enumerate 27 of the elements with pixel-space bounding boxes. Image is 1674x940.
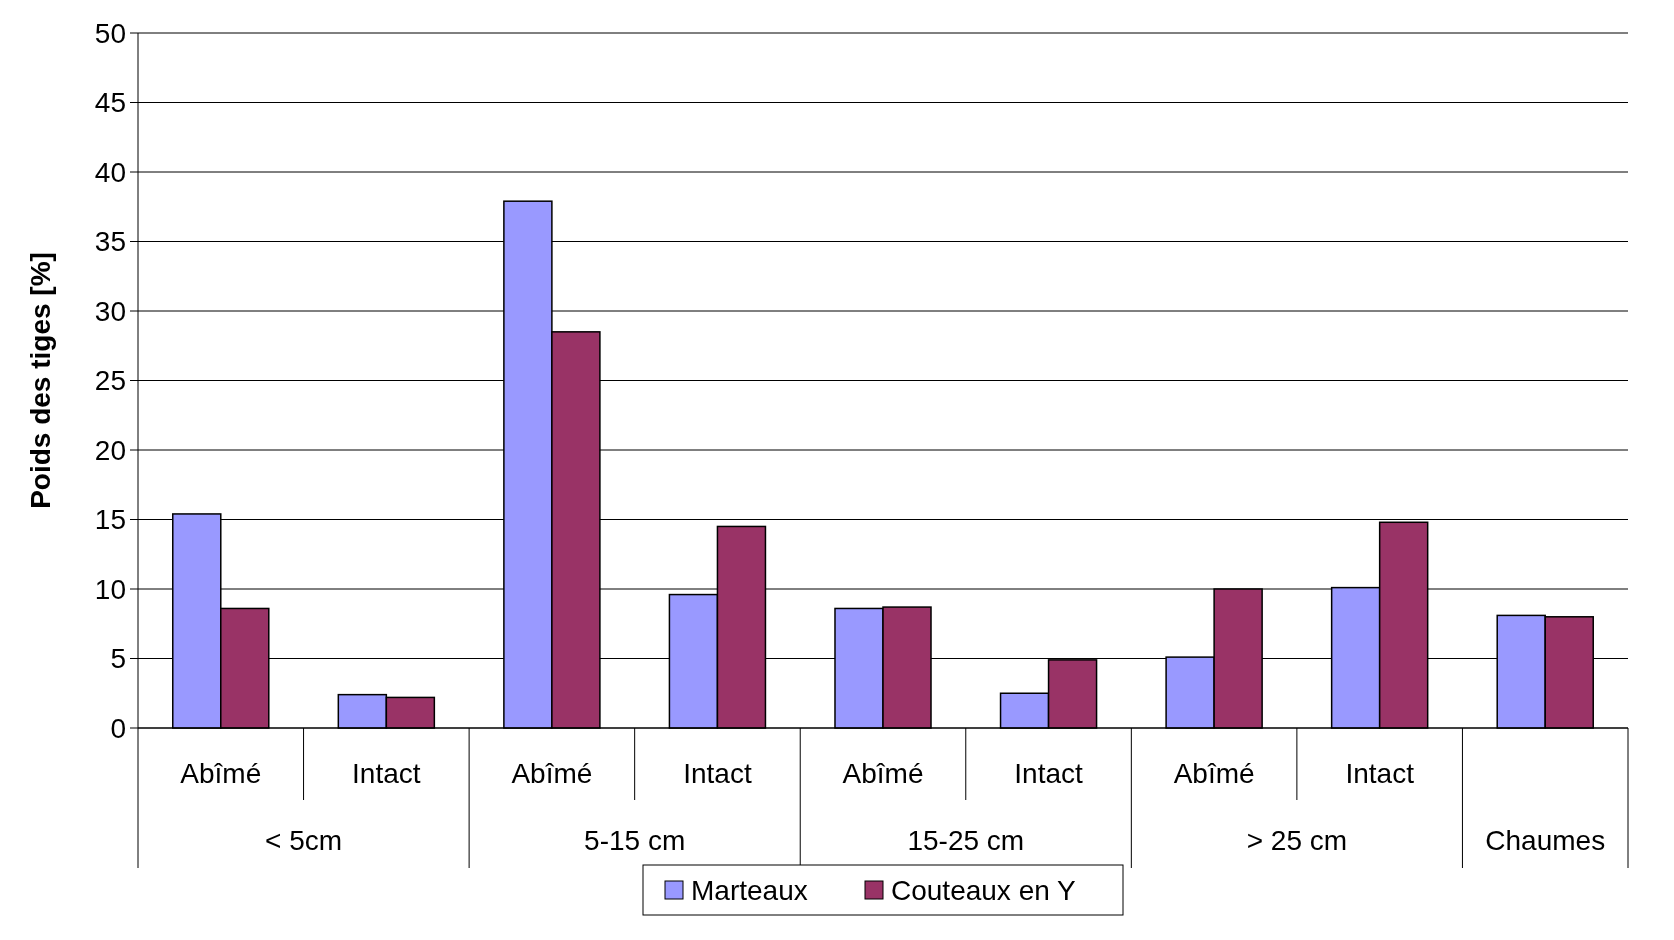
text: 15-25 cm: [907, 825, 1025, 856]
y-tick-label: 0: [110, 712, 126, 744]
y-tick-label: 25: [94, 365, 126, 397]
x-tick-label: Abîmé: [511, 758, 593, 789]
y-tick-label: 20: [94, 434, 126, 466]
text: 5-15 cm: [584, 825, 686, 856]
text: < 5cm: [265, 825, 343, 856]
y-tick-label: 30: [94, 295, 126, 327]
y-tick-label: 5: [110, 643, 126, 675]
y-tick-label: 40: [94, 156, 126, 188]
y-axis-title: Poids des tiges [%]: [25, 252, 56, 509]
text: > 25 cm: [1246, 825, 1348, 856]
y-tick-label: 35: [94, 226, 126, 258]
y-tick-label: 45: [94, 87, 126, 119]
x-tick-label: Intact: [352, 758, 421, 789]
y-tick-label: 15: [94, 504, 126, 536]
x-tick-label: Abîmé: [842, 758, 924, 789]
y-tick-label: 50: [94, 17, 126, 49]
x-tick-label: Abîmé: [180, 758, 262, 789]
text: Chaumes: [1485, 825, 1606, 856]
legend-label: Marteaux: [691, 874, 808, 906]
x-tick-label: Intact: [683, 758, 752, 789]
legend-label: Couteaux en Y: [891, 874, 1077, 906]
y-tick-label: 10: [94, 573, 126, 605]
x-tick-label: Intact: [1014, 758, 1084, 789]
x-tick-label: Intact: [1345, 758, 1415, 789]
x-tick-label: Abîmé: [1173, 758, 1255, 789]
